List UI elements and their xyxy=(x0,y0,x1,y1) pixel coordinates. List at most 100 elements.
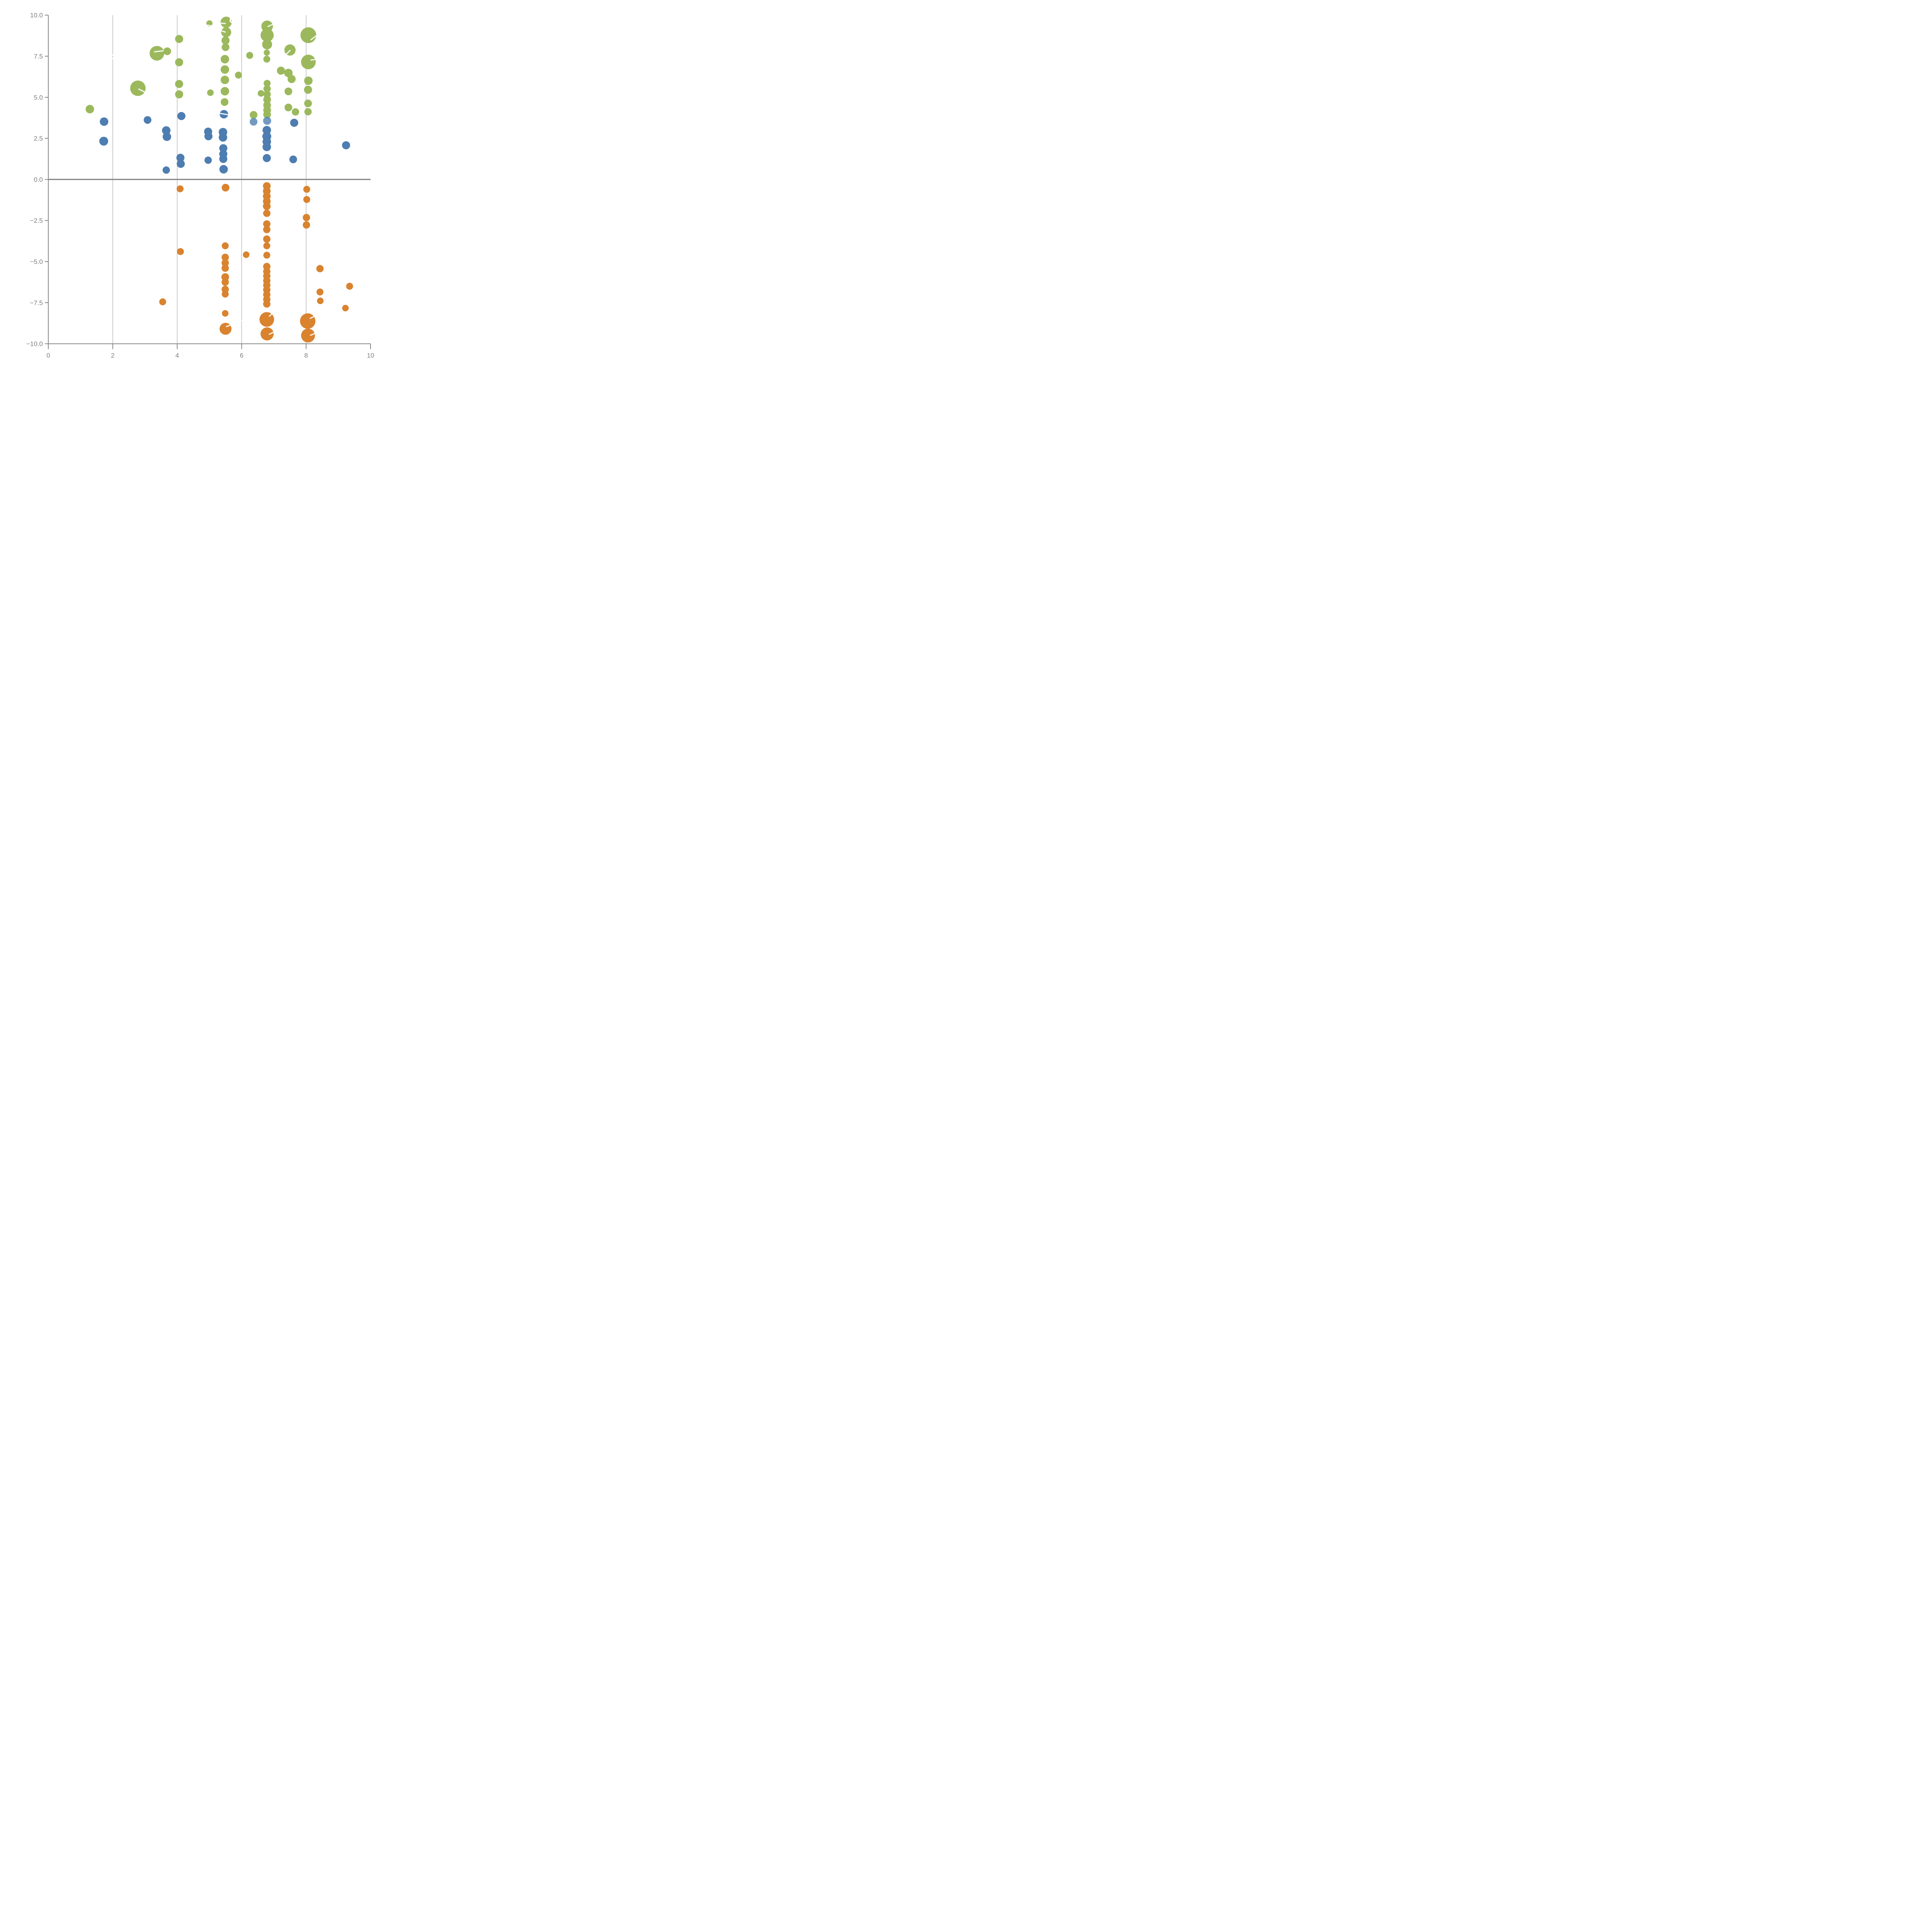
highlight-dash-4 xyxy=(201,28,208,32)
data-point-blue xyxy=(162,166,170,174)
data-point-green xyxy=(221,98,229,106)
highlight-dash-17 xyxy=(310,315,317,319)
data-point-green xyxy=(207,89,214,96)
data-point-green xyxy=(85,105,94,114)
data-point-blue xyxy=(263,117,271,125)
data-point-orange xyxy=(221,184,230,192)
data-point-orange xyxy=(263,202,271,210)
data-point-blue xyxy=(342,141,350,150)
data-point-green xyxy=(163,47,171,55)
data-point-orange xyxy=(221,273,229,281)
highlight-dash-8 xyxy=(154,50,164,53)
data-point-green xyxy=(220,16,232,28)
data-point-orange xyxy=(263,300,270,308)
data-point-green xyxy=(150,46,165,61)
data-point-blue xyxy=(204,156,212,164)
data-point-green xyxy=(221,55,230,64)
highlight-dash-14 xyxy=(226,323,236,327)
data-point-green xyxy=(261,20,273,32)
data-point-green xyxy=(287,75,296,83)
data-point-blue xyxy=(100,117,109,126)
data-point-green xyxy=(264,80,271,87)
data-point-green xyxy=(277,66,285,75)
highlight-dash-6 xyxy=(218,29,226,33)
data-point-green xyxy=(300,27,316,43)
data-point-blue xyxy=(219,165,228,174)
data-point-blue xyxy=(162,126,171,135)
y-tick-label: 2.5 xyxy=(34,135,43,142)
data-point-green xyxy=(175,58,184,66)
data-point-blue xyxy=(262,126,271,134)
data-point-orange xyxy=(263,235,270,243)
data-point-blue xyxy=(143,116,151,124)
highlight-dash-10 xyxy=(284,50,291,57)
data-point-green xyxy=(304,76,313,85)
data-point-green xyxy=(221,36,230,45)
highlight-dash-13 xyxy=(218,112,230,116)
data-point-green xyxy=(250,111,258,119)
data-point-green xyxy=(292,108,299,116)
data-point-orange xyxy=(263,220,270,228)
highlight-dash-19 xyxy=(240,319,245,322)
data-point-green xyxy=(257,90,264,97)
data-point-green xyxy=(304,108,312,116)
data-point-orange xyxy=(221,253,229,261)
highlight-dash-0 xyxy=(111,54,116,56)
data-point-blue xyxy=(262,154,271,162)
data-point-orange xyxy=(243,251,250,258)
white-ring-decoration xyxy=(229,17,235,24)
data-point-orange xyxy=(263,209,270,217)
x-tick-label: 4 xyxy=(175,352,179,359)
data-point-orange xyxy=(221,264,229,272)
data-point-green xyxy=(221,75,230,84)
data-point-green xyxy=(262,39,272,49)
data-point-green xyxy=(235,71,242,79)
data-point-orange xyxy=(222,310,229,317)
data-point-green xyxy=(284,87,293,95)
y-tick-label: 7.5 xyxy=(34,53,43,60)
x-tick-label: 6 xyxy=(240,352,243,359)
x-tick-label: 10 xyxy=(367,352,374,359)
highlight-dash-16 xyxy=(269,331,276,335)
data-point-green xyxy=(175,35,184,43)
data-point-green xyxy=(260,29,274,42)
highlight-dash-7 xyxy=(138,88,148,94)
scatter-plot-canvas: 10.0 7.5 5.0 2.5 0.0 −2.5 −5.0 −7.5 −10.00 2 4 6 8 10 xyxy=(26,12,374,359)
data-point-orange xyxy=(177,185,184,192)
data-point-green xyxy=(263,56,270,63)
data-point-blue xyxy=(177,160,185,168)
data-point-blue xyxy=(176,153,185,162)
data-point-blue xyxy=(162,132,171,141)
data-point-green xyxy=(221,87,230,96)
y-tick-label: 0.0 xyxy=(34,176,43,183)
data-point-blue xyxy=(219,155,228,163)
y-tick-label: 10.0 xyxy=(30,12,43,19)
y-tick-label: 5.0 xyxy=(34,94,43,101)
data-point-orange xyxy=(260,327,274,341)
data-point-orange xyxy=(316,265,324,272)
data-point-blue xyxy=(219,133,228,142)
data-point-orange xyxy=(317,298,324,304)
data-point-orange xyxy=(303,185,310,193)
y-tick-label: −7.5 xyxy=(30,299,43,306)
data-point-green xyxy=(130,80,146,96)
highlight-dash-1 xyxy=(111,58,116,60)
data-point-green xyxy=(175,90,184,99)
highlight-dash-18 xyxy=(310,332,318,336)
data-point-green xyxy=(301,54,316,70)
data-point-green xyxy=(304,99,312,107)
data-point-blue xyxy=(99,136,108,146)
data-point-green xyxy=(246,52,253,59)
data-point-orange xyxy=(346,282,353,290)
data-point-blue xyxy=(204,132,213,141)
data-point-orange xyxy=(301,328,315,343)
data-point-blue xyxy=(219,144,228,153)
y-tick-label: −10.0 xyxy=(26,340,43,348)
data-point-orange xyxy=(303,214,310,221)
data-point-orange xyxy=(303,221,310,229)
data-point-green xyxy=(221,43,230,51)
data-point-orange xyxy=(177,248,184,255)
data-point-blue xyxy=(177,112,185,120)
data-point-green xyxy=(263,85,271,93)
data-point-green xyxy=(304,85,312,94)
